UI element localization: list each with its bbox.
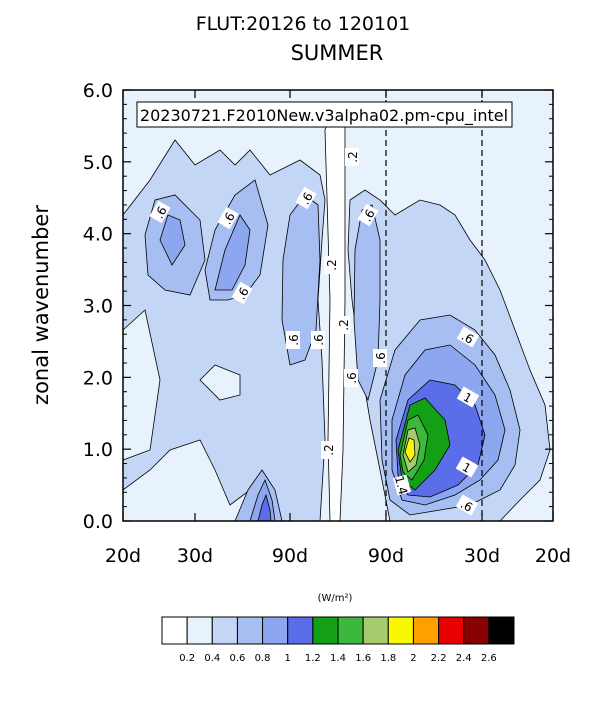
contour-label: .6 — [344, 369, 359, 387]
svg-text:.6: .6 — [312, 334, 326, 345]
contour-label: .2 — [345, 148, 360, 166]
colorbar-label: 1.6 — [355, 653, 371, 664]
annotation-box — [136, 101, 513, 128]
colorbar-label: 0.4 — [204, 653, 220, 664]
contour-label: 1 — [455, 456, 479, 478]
contour-plot: .6 .6 .6 .6 .6 .6 .6 .6 .6 .6 .2 .2 .2 .2 1 1 1.4 .6 2023… — [122, 89, 554, 522]
contour-label: .2 — [324, 256, 339, 274]
contour-label: .6 — [373, 349, 388, 367]
y-tick-label: 3.0 — [83, 296, 113, 318]
contour-label: .6 — [286, 331, 301, 349]
contour-label: .2 — [336, 316, 351, 334]
contour-label: .6 — [217, 206, 239, 230]
contour-region-1-0-b — [214, 214, 251, 291]
y-tick-label: 5.0 — [83, 152, 113, 174]
y-tick-label: 2.0 — [83, 367, 113, 389]
colorbar-swatch — [287, 616, 314, 645]
colorbar-swatch — [412, 616, 440, 645]
colorbar-label: 2.2 — [431, 653, 447, 664]
contour-region-0-2-a — [199, 364, 241, 401]
colorbar-swatch — [236, 616, 264, 645]
annotation-text: 20230721.F2010New.v3alpha02.pm-cpu_intel — [140, 106, 508, 126]
x-tick-label: 20d — [105, 545, 141, 567]
contour-region-2-0 — [404, 437, 416, 463]
svg-text:.6: .6 — [374, 352, 388, 363]
colorbar-label: 2 — [410, 653, 416, 664]
colorbar-swatch — [262, 616, 289, 645]
chart-subtitle: SUMMER — [291, 41, 384, 65]
colorbar-swatch — [438, 616, 465, 645]
colorbar-label: 2.6 — [481, 653, 497, 664]
colorbar-swatch — [387, 616, 414, 645]
x-tick-label: 90d — [272, 545, 308, 567]
colorbar-swatch — [488, 616, 515, 645]
x-tick-label: 90d — [368, 545, 404, 567]
contour-label: .6 — [456, 326, 480, 348]
contour-region-1-0-a — [159, 214, 186, 266]
contour-label: .6 — [231, 281, 253, 305]
svg-text:.2: .2 — [346, 151, 360, 162]
x-tick-label: 30d — [464, 545, 500, 567]
colorbar-swatch — [211, 616, 238, 645]
units-label: (W/m²) — [318, 593, 353, 604]
colorbar-label: 0.8 — [255, 653, 271, 664]
svg-text:.2: .2 — [322, 444, 336, 455]
colorbar-swatch — [463, 616, 490, 645]
colorbar-swatch — [161, 616, 188, 645]
x-tick-label: 20d — [535, 545, 571, 567]
svg-text:.2: .2 — [325, 259, 339, 270]
colorbar-swatch — [362, 616, 389, 645]
contour-label: .6 — [455, 494, 479, 516]
y-axis: 0.0 1.0 2.0 3.0 4.0 5.0 6.0 — [83, 80, 553, 533]
y-tick-label: 6.0 — [83, 80, 113, 102]
y-axis-label: zonal wavenumber — [29, 205, 53, 405]
x-axis: 20d 30d 90d 90d 30d 20d — [105, 90, 571, 567]
colorbar-swatch — [312, 616, 339, 645]
contour-label: 1 — [456, 386, 480, 408]
colorbar-label: 1 — [285, 653, 291, 664]
y-tick-label: 0.0 — [83, 511, 113, 533]
svg-text:.2: .2 — [337, 319, 351, 330]
svg-text:.6: .6 — [345, 372, 359, 383]
contour-labels: .6 .6 .6 .6 .6 .6 .6 .6 .6 .6 .2 .2 .2 .2 1 1 1.4 .6 — [149, 148, 480, 516]
contour-fills — [122, 109, 551, 522]
contour-label: 1.4 — [392, 474, 412, 496]
contour-label: .6 — [357, 203, 379, 227]
colorbar-label: 0.2 — [179, 653, 195, 664]
svg-text:1.4: 1.4 — [392, 474, 410, 496]
contour-label: .6 — [295, 186, 317, 210]
colorbar-swatch — [337, 616, 364, 645]
svg-text:.6: .6 — [287, 334, 301, 345]
colorbar-label: 2.4 — [456, 653, 472, 664]
contour-label: .2 — [321, 441, 336, 459]
colorbar-swatch — [186, 616, 213, 645]
colorbar: 0.2 0.4 0.6 0.8 1 1.2 1.4 1.6 1.8 2 2.2 2.4 2.6 — [161, 616, 515, 664]
colorbar-label: 1.4 — [330, 653, 346, 664]
y-tick-label: 4.0 — [83, 224, 113, 246]
colorbar-label: 0.6 — [229, 653, 245, 664]
contour-label: .6 — [311, 331, 326, 349]
x-tick-label: 30d — [177, 545, 213, 567]
contour-label: .6 — [149, 200, 171, 224]
y-tick-label: 1.0 — [83, 439, 113, 461]
colorbar-label: 1.2 — [305, 653, 321, 664]
chart-title: FLUT:20126 to 120101 — [196, 13, 411, 35]
colorbar-label: 1.8 — [380, 653, 396, 664]
